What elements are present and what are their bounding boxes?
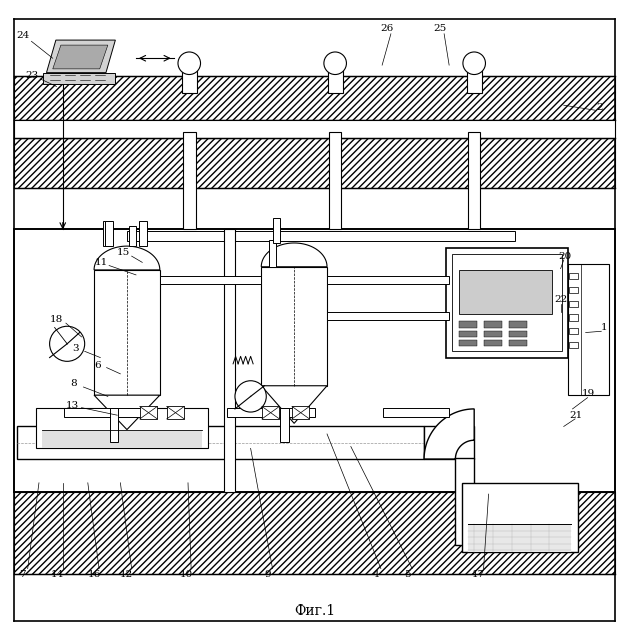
Bar — [462, 483, 577, 552]
Bar — [484, 321, 503, 328]
Text: 10: 10 — [179, 570, 192, 579]
Bar — [459, 270, 552, 314]
Bar — [459, 321, 477, 328]
Bar — [459, 331, 477, 337]
Text: 2: 2 — [596, 102, 603, 111]
Bar — [167, 406, 184, 419]
Bar — [14, 492, 615, 573]
Text: 15: 15 — [117, 248, 130, 257]
Bar — [328, 70, 343, 93]
Bar — [160, 276, 261, 284]
Polygon shape — [43, 73, 115, 84]
Bar — [455, 458, 474, 545]
Bar — [42, 429, 202, 449]
Text: 13: 13 — [65, 401, 79, 410]
Bar — [569, 287, 577, 293]
Polygon shape — [424, 409, 474, 459]
Bar — [468, 132, 481, 229]
Text: 5: 5 — [404, 570, 411, 579]
Bar — [329, 132, 342, 229]
Bar — [14, 138, 615, 189]
Circle shape — [235, 381, 266, 412]
Bar — [452, 254, 562, 351]
Polygon shape — [53, 45, 108, 69]
Text: 4: 4 — [372, 570, 379, 579]
Text: 18: 18 — [50, 316, 63, 324]
Bar — [509, 331, 527, 337]
Text: 7: 7 — [19, 570, 25, 579]
Bar — [94, 270, 160, 395]
Bar — [224, 229, 235, 492]
Polygon shape — [261, 243, 327, 267]
Circle shape — [178, 52, 201, 74]
Bar — [280, 408, 289, 442]
Text: 16: 16 — [87, 570, 101, 579]
Circle shape — [324, 52, 347, 74]
Bar — [569, 314, 577, 321]
Bar — [139, 221, 147, 246]
Bar — [446, 248, 568, 358]
Circle shape — [50, 326, 85, 362]
Bar — [569, 342, 577, 348]
Text: 1: 1 — [601, 323, 608, 332]
Bar — [14, 120, 615, 138]
Bar — [109, 408, 118, 442]
Circle shape — [463, 52, 486, 74]
Bar — [262, 406, 279, 419]
Polygon shape — [94, 246, 160, 270]
Bar — [569, 273, 577, 279]
Bar — [183, 132, 196, 229]
Bar — [17, 426, 424, 459]
Text: 9: 9 — [264, 570, 271, 579]
Bar — [569, 328, 577, 335]
Bar — [261, 267, 327, 386]
Bar — [384, 408, 449, 417]
Bar — [509, 340, 527, 346]
Bar — [128, 226, 136, 246]
Text: 21: 21 — [570, 411, 583, 420]
Bar — [126, 231, 515, 241]
Text: 8: 8 — [70, 380, 77, 388]
Bar — [467, 70, 482, 93]
Bar — [64, 408, 155, 417]
Bar — [468, 524, 571, 552]
Text: 3: 3 — [72, 344, 79, 353]
Text: 26: 26 — [380, 24, 393, 33]
Bar — [569, 301, 577, 307]
Text: Фиг.1: Фиг.1 — [294, 604, 335, 618]
Bar — [272, 218, 280, 243]
Bar — [568, 264, 609, 395]
Bar — [105, 221, 113, 246]
Bar — [327, 312, 449, 320]
Bar — [103, 221, 111, 246]
Bar — [14, 229, 615, 492]
Bar — [227, 408, 314, 417]
Polygon shape — [47, 40, 115, 73]
Bar — [484, 340, 503, 346]
Text: 14: 14 — [51, 570, 64, 579]
Text: 19: 19 — [582, 388, 596, 398]
Bar — [459, 340, 477, 346]
Bar — [292, 406, 309, 419]
Bar — [327, 276, 449, 284]
Text: 17: 17 — [472, 570, 485, 579]
Bar — [484, 331, 503, 337]
Bar — [424, 426, 474, 459]
Bar — [269, 241, 276, 267]
Text: 23: 23 — [25, 71, 38, 80]
Text: 22: 22 — [554, 296, 567, 305]
Bar — [509, 321, 527, 328]
Polygon shape — [94, 395, 160, 429]
Bar — [140, 406, 157, 419]
Text: 11: 11 — [95, 258, 108, 267]
Bar — [14, 76, 615, 120]
Polygon shape — [261, 386, 327, 423]
Bar — [36, 408, 208, 449]
Text: 12: 12 — [120, 570, 133, 579]
Text: 24: 24 — [17, 31, 30, 40]
Text: 25: 25 — [433, 24, 447, 33]
Text: 6: 6 — [94, 360, 101, 369]
Bar — [182, 70, 197, 93]
Text: 20: 20 — [559, 252, 572, 260]
